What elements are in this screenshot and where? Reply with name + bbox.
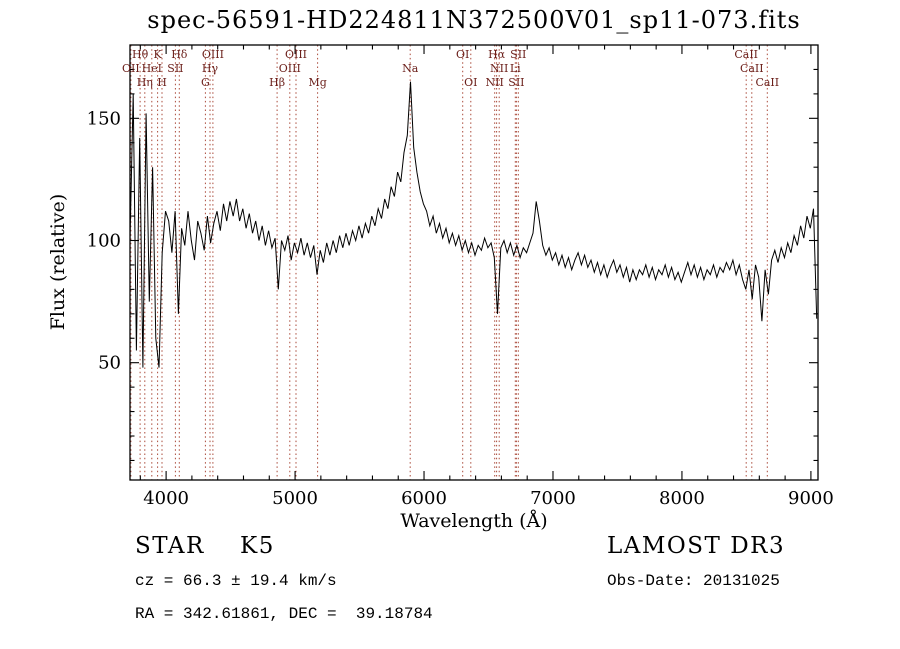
spectral-line-label: OI [456,48,469,61]
redshift-velocity-text: cz = 66.3 ± 19.4 km/s [135,572,337,590]
spectral-line-label: K [153,48,162,61]
y-tick-label: 150 [87,108,121,129]
spectral-line-label: CaII [755,76,779,89]
spectral-line-label: Mg [308,76,326,89]
x-tick-label: 9000 [788,488,834,509]
spectral-line-label: HeI [142,62,162,75]
spectral-line-label: NII [490,62,508,75]
x-axis-label: Wavelength (Å) [400,510,548,532]
spectral-line-label: CaII [734,48,758,61]
spectral-line-label: Hδ [171,48,188,61]
spectral-line-label: Hγ [202,62,219,75]
x-tick-label: 4000 [143,488,189,509]
y-tick-label: 50 [98,353,121,374]
x-tick-label: 8000 [659,488,705,509]
survey-release-label: LAMOST DR3 [607,533,786,559]
axes-box [129,44,819,481]
spectral-line-label: OIII [285,48,307,61]
spectral-line-label: CaII [740,62,764,75]
spectral-line-label: NII [486,76,504,89]
spectral-line-label: Hα [488,48,506,61]
spectral-line-label: OIII [279,62,301,75]
spectral-line-label: Na [402,62,419,75]
spectral-line-label: OI [464,76,477,89]
spectral-line-label: Li [510,62,521,75]
obs-date-text: Obs-Date: 20131025 [607,572,780,590]
spectral-line-label: SII [510,48,526,61]
x-tick-label: 7000 [530,488,576,509]
spectral-line-label: Hη [137,76,153,89]
spectral-line-label: SII [167,62,183,75]
spectral-line-label: SII [508,76,524,89]
page-title: spec-56591-HD224811N372500V01_sp11-073.f… [147,6,801,34]
spectral-line-label: Hθ [132,48,149,61]
spectral-line-label: OII [122,62,140,75]
coordinates-text: RA = 342.61861, DEC = 39.18784 [135,605,433,623]
x-tick-label: 5000 [272,488,318,509]
spectral-line-label: H [157,76,167,89]
spectral-line-label: G [201,76,210,89]
spectrum-trace [129,81,818,368]
object-classification: STAR K5 [135,533,275,559]
y-tick-label: 100 [87,231,121,252]
spectral-line-label: Hβ [269,76,285,89]
x-tick-label: 6000 [401,488,447,509]
spectral-line-label: OIII [202,48,224,61]
